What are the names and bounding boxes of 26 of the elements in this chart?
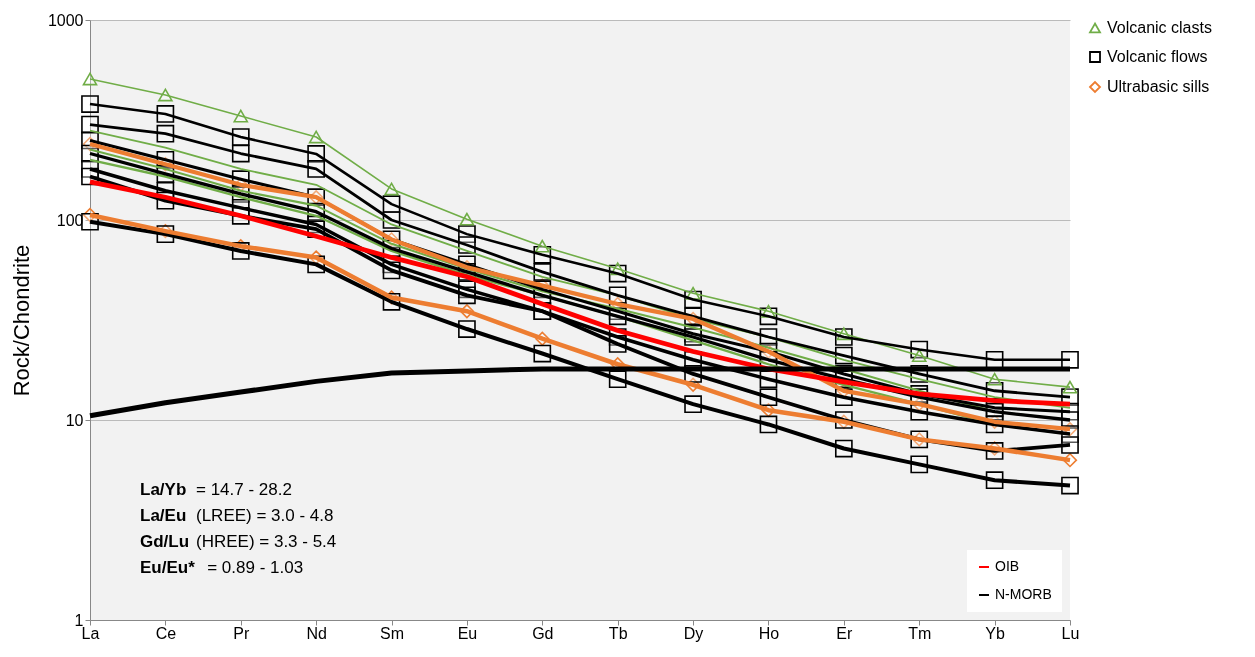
legend-label: N-MORB <box>995 586 1052 602</box>
legend-label: Volcanic clasts <box>1107 19 1212 36</box>
y-tick-label: 10 <box>65 411 84 429</box>
x-tick-label: Eu <box>457 624 478 642</box>
x-tick-label: Lu <box>1061 624 1080 642</box>
legend-label: Ultrabasic sills <box>1107 78 1210 95</box>
legend-label: OIB <box>995 558 1020 574</box>
x-tick-label: Gd <box>532 624 554 642</box>
x-tick-label: Tb <box>608 624 628 642</box>
x-tick-label: Nd <box>306 624 327 642</box>
x-tick-label: Ce <box>155 624 177 642</box>
x-tick-label: Ho <box>758 624 780 642</box>
y-tick-label: 1 <box>74 611 84 629</box>
annotation: Eu/Eu* = 0.89 - 1.03 <box>140 558 304 577</box>
y-axis-title: Rock/Chondrite <box>8 244 34 397</box>
x-tick-label: Er <box>836 624 854 642</box>
legend-label: Volcanic flows <box>1107 48 1208 65</box>
x-tick-label: Sm <box>380 624 405 642</box>
annotation: Gd/Lu (HREE) = 3.3 - 5.4 <box>140 532 337 551</box>
x-tick-label: Tm <box>908 624 932 642</box>
y-tick-label: 1000 <box>47 11 84 29</box>
annotation: La/Yb = 14.7 - 28.2 <box>140 480 292 499</box>
x-tick-label: Yb <box>985 624 1005 642</box>
x-tick-label: Pr <box>233 624 250 642</box>
x-tick-label: Dy <box>683 624 704 642</box>
annotation: La/Eu (LREE) = 3.0 - 4.8 <box>140 506 334 525</box>
